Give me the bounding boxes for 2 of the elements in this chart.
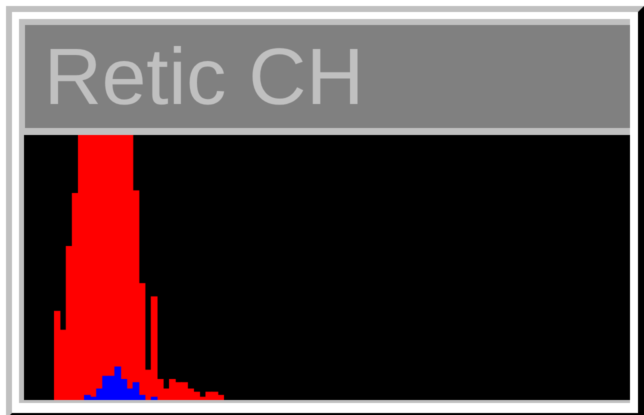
chart-title: Retic CH (25, 25, 630, 128)
bar (150, 396, 158, 400)
